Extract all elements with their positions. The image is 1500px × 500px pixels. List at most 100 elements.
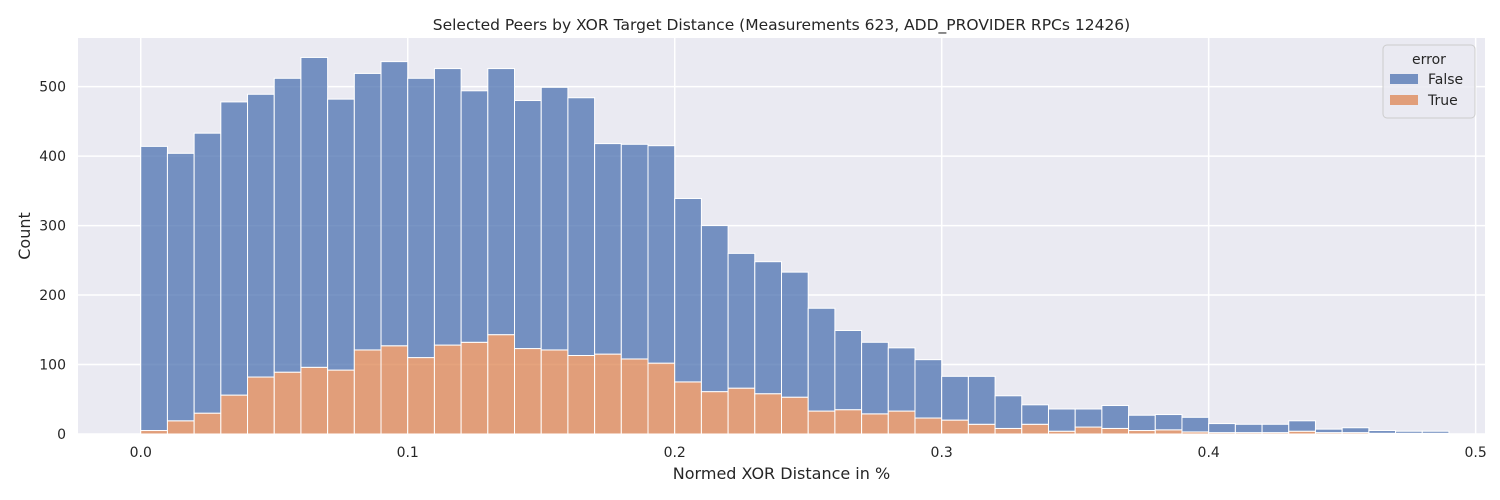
bar-true (220, 394, 249, 435)
legend-swatch-true (1390, 95, 1418, 105)
bar-true (567, 354, 596, 435)
bar-true (941, 419, 969, 435)
legend: error False True (1382, 44, 1476, 119)
bar-false (380, 61, 409, 347)
bar-false (834, 329, 863, 411)
bar-false (914, 359, 943, 419)
bar-true (1074, 426, 1103, 435)
bar-true (647, 362, 676, 435)
bar-false (620, 143, 649, 360)
y-tick-label: 300 (39, 219, 66, 235)
x-tick-label: 0.3 (931, 445, 953, 461)
bar-true (1021, 423, 1049, 435)
bar-false (1181, 416, 1210, 433)
bar-false (407, 77, 435, 359)
bar-true (193, 412, 222, 435)
bar-false (487, 68, 516, 336)
bar-false (1154, 414, 1183, 431)
bar-false (1128, 414, 1156, 432)
bar-true (914, 417, 943, 435)
bar-true (353, 349, 382, 435)
legend-label-false: False (1428, 72, 1463, 88)
bar-true (781, 396, 809, 435)
bar-true (300, 366, 329, 435)
bars (140, 56, 1450, 435)
bar-false (647, 145, 676, 364)
x-tick-label: 0.4 (1198, 445, 1220, 461)
y-tick-label: 200 (39, 288, 66, 304)
bar-false (1021, 404, 1049, 425)
bar-false (1288, 420, 1316, 432)
bar-true (834, 409, 863, 435)
bar-false (433, 68, 462, 346)
bar-false (514, 100, 542, 350)
y-tick-label: 500 (39, 80, 66, 96)
bar-true (514, 348, 542, 435)
x-tick-labels: 0.0 0.1 0.2 0.3 0.4 0.5 (130, 445, 1487, 461)
bar-false (273, 77, 302, 373)
bar-false (1261, 423, 1290, 434)
bar-true (861, 413, 889, 435)
x-tick-label: 0.5 (1465, 445, 1487, 461)
bar-false (166, 152, 195, 422)
legend-title: error (1412, 52, 1446, 68)
bar-true (140, 430, 168, 435)
bar-false (994, 395, 1023, 429)
bar-true (1128, 430, 1156, 435)
bar-true (754, 393, 782, 435)
bar-false (1074, 408, 1103, 428)
bar-false (460, 90, 489, 343)
bar-true (807, 410, 836, 435)
x-axis-label: Normed XOR Distance in % (673, 464, 890, 483)
bar-false (674, 197, 702, 383)
bar-false (754, 261, 782, 395)
bar-false (1341, 427, 1370, 434)
bar-true (700, 391, 729, 435)
bar-false (594, 143, 622, 355)
bar-true (727, 387, 756, 435)
bar-true (380, 345, 409, 435)
bar-true (1154, 429, 1183, 435)
x-tick-label: 0.1 (397, 445, 419, 461)
bar-true (433, 344, 462, 435)
bar-true (166, 420, 195, 435)
bar-false (887, 347, 916, 412)
bar-false (1101, 405, 1130, 429)
bar-false (1234, 423, 1263, 434)
bar-true (540, 349, 569, 435)
bar-false (1314, 428, 1343, 434)
bar-true (407, 357, 435, 435)
bar-true (273, 371, 302, 435)
x-tick-label: 0.2 (664, 445, 686, 461)
chart-title: Selected Peers by XOR Target Distance (M… (433, 16, 1130, 35)
bar-false (1368, 430, 1397, 434)
bar-false (967, 375, 996, 425)
bar-false (1395, 430, 1423, 434)
bar-false (700, 225, 729, 393)
legend-swatch-false (1390, 74, 1418, 84)
bar-true (460, 341, 489, 435)
bar-false (807, 307, 836, 412)
bar-true (1101, 427, 1130, 435)
bar-false (247, 93, 275, 378)
y-tick-label: 400 (39, 149, 66, 165)
bar-true (887, 410, 916, 435)
bar-false (567, 97, 596, 356)
bar-false (353, 72, 382, 351)
bar-false (193, 132, 222, 414)
legend-label-true: True (1427, 93, 1458, 109)
bar-false (861, 341, 889, 415)
y-tick-label: 100 (39, 358, 66, 374)
bar-false (941, 375, 969, 421)
bar-true (594, 353, 622, 435)
bar-false (1208, 423, 1236, 434)
bar-false (140, 145, 168, 432)
bar-true (994, 427, 1023, 435)
bar-false (781, 271, 809, 398)
y-tick-label: 0 (57, 427, 66, 443)
bar-false (300, 56, 329, 368)
x-tick-label: 0.0 (130, 445, 152, 461)
bar-false (1047, 408, 1076, 432)
y-tick-labels: 0 100 200 300 400 500 (39, 80, 66, 443)
bar-false (727, 252, 756, 389)
